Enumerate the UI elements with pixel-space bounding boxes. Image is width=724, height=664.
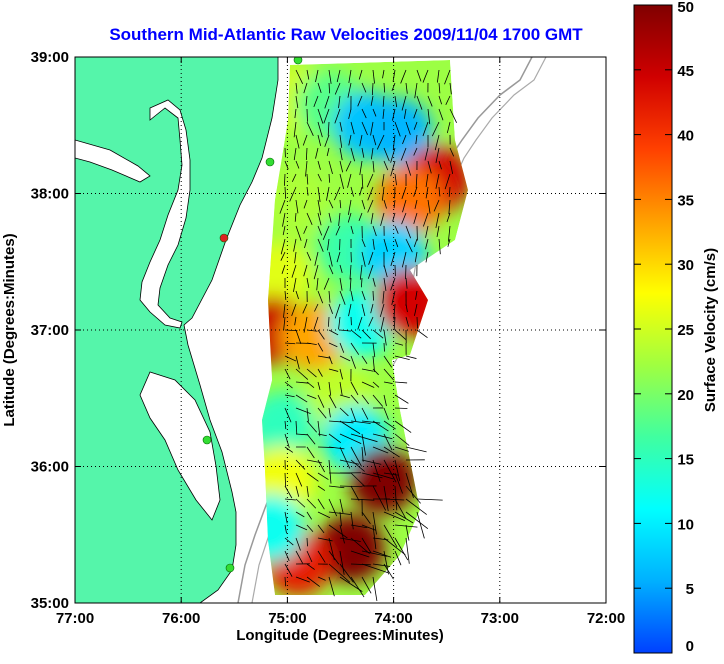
radar-station-marker	[220, 234, 228, 242]
x-tick-label: 74:00	[374, 610, 412, 627]
colorbar-tick-label: 50	[677, 0, 694, 16]
x-tick-label: 76:00	[162, 610, 200, 627]
x-tick-label: 75:00	[268, 610, 306, 627]
colorbar-label: Surface Velocity (cm/s)	[702, 248, 719, 412]
x-tick-label: 77:00	[56, 610, 94, 627]
colorbar-tick-label: 5	[686, 581, 694, 598]
colorbar-tick-label: 25	[677, 322, 694, 339]
colorbar-tick-label: 20	[677, 387, 694, 404]
colorbar-tick-label: 40	[677, 128, 694, 145]
velocity-arrow	[417, 317, 418, 328]
y-tick-label: 35:00	[31, 595, 69, 612]
y-axis-label: Latitude (Degrees:Minutes)	[1, 233, 18, 426]
colorbar: 0 5 10 15 20 25 30 35 40 45 50 Surface Velocity (c…	[634, 0, 719, 655]
radar-station-marker	[203, 436, 211, 444]
colorbar-tick-label: 35	[677, 192, 694, 209]
colorbar-tick-label: 45	[677, 63, 694, 80]
y-tick-label: 39:00	[31, 49, 69, 66]
velocity-arrow	[307, 538, 308, 546]
radar-station-marker	[226, 564, 234, 572]
colorbar-tick-label: 15	[677, 452, 694, 469]
velocity-arrow	[384, 343, 385, 352]
colorbar-tick-label: 30	[677, 257, 694, 274]
x-tick-label: 72:00	[587, 610, 625, 627]
velocity-arrow	[373, 291, 374, 301]
colorbar-tick-label: 0	[686, 638, 694, 655]
y-tick-label: 38:00	[31, 186, 69, 203]
radar-station-marker	[266, 158, 274, 166]
y-tick-label: 36:00	[31, 459, 69, 476]
velocity-patch	[349, 446, 417, 514]
y-tick-label: 37:00	[31, 322, 69, 339]
x-axis-label: Longitude (Degrees:Minutes)	[236, 627, 444, 644]
colorbar-tick-label: 10	[677, 516, 694, 533]
chart-title: Southern Mid-Atlantic Raw Velocities 200…	[109, 25, 583, 44]
x-tick-label: 73:00	[481, 610, 519, 627]
